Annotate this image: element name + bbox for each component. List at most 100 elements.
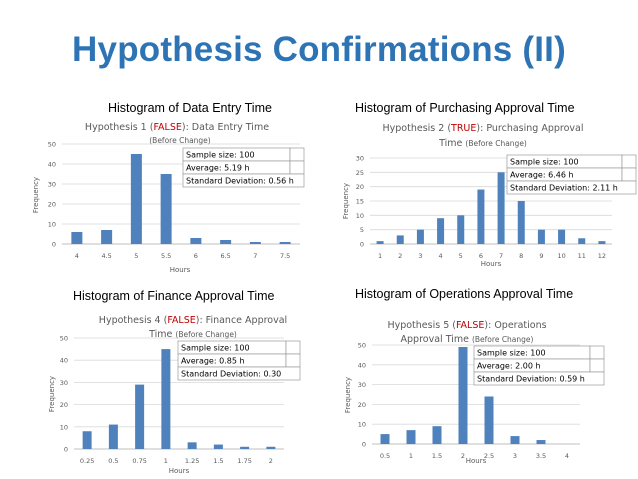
x-tick-label: 3 (418, 252, 422, 260)
x-tick-label: 6.5 (220, 252, 230, 260)
x-tick-label: 2 (269, 457, 273, 465)
y-axis-title: Frequency (48, 376, 56, 412)
y-tick-label: 30 (358, 381, 366, 389)
bar (82, 431, 92, 449)
x-tick-label: 2 (398, 252, 402, 260)
y-tick-label: 30 (60, 379, 68, 387)
x-tick-label: 1 (164, 457, 168, 465)
bar (240, 446, 250, 449)
bar (510, 436, 520, 444)
y-tick-label: 0 (360, 241, 364, 249)
hypothesis-flag: FALSE (153, 122, 181, 133)
x-tick-label: 1.5 (213, 457, 223, 465)
hypothesis-title: Hypothesis 4 (FALSE): Finance Approval (99, 315, 287, 326)
hypothesis-title-line2: Time (Before Change) (438, 138, 527, 149)
bar (416, 229, 424, 244)
y-axis-title: Frequency (342, 183, 350, 219)
stats-text: Standard Deviation: 2.11 h (510, 184, 618, 193)
bar (220, 240, 232, 244)
stats-row-cell (589, 358, 605, 373)
bar (213, 444, 223, 449)
bar (130, 154, 142, 244)
x-tick-label: 7 (499, 252, 503, 260)
bar (101, 230, 113, 244)
x-tick-label: 10 (557, 252, 565, 260)
y-tick-label: 10 (48, 221, 56, 229)
bar (578, 238, 586, 244)
y-tick-label: 40 (60, 357, 68, 365)
bar (108, 424, 118, 449)
y-axis-title: Frequency (32, 177, 40, 213)
y-tick-label: 50 (358, 342, 366, 350)
stats-text: Sample size: 100 (186, 151, 255, 160)
stats-text: Sample size: 100 (510, 158, 579, 167)
x-tick-label: 1 (378, 252, 382, 260)
bar (187, 442, 197, 449)
hypothesis-title: Hypothesis 5 (FALSE): Operations (387, 320, 546, 331)
bar (396, 235, 404, 244)
y-tick-label: 0 (52, 241, 56, 249)
bar (537, 229, 545, 244)
hypothesis-title-line2: Time (Before Change) (148, 329, 237, 340)
hypothesis-suffix: ): Data Entry Time (182, 122, 269, 133)
y-tick-label: 0 (64, 446, 68, 454)
bar (457, 215, 465, 244)
y-tick-label: 40 (48, 161, 56, 169)
y-tick-label: 20 (358, 401, 366, 409)
page-title: Hypothesis Confirmations (II) (72, 30, 566, 69)
x-tick-label: 7.5 (280, 252, 290, 260)
hypothesis-flag: FALSE (456, 320, 484, 331)
x-tick-label: 0.25 (80, 457, 94, 465)
x-tick-label: 5 (459, 252, 463, 260)
hypothesis-title: Hypothesis 1 (FALSE): Data Entry Time (85, 122, 269, 133)
y-tick-label: 50 (48, 141, 56, 149)
hypothesis-prefix: Hypothesis 1 ( (85, 122, 154, 133)
bar (497, 172, 505, 244)
y-tick-label: 25 (356, 169, 364, 177)
y-tick-label: 5 (360, 226, 364, 234)
x-tick-label: 6 (194, 252, 198, 260)
x-axis-title: Hours (170, 266, 191, 274)
x-tick-label: 7 (253, 252, 257, 260)
x-tick-label: 0.75 (132, 457, 146, 465)
stats-row-box (182, 173, 305, 188)
x-tick-label: 4 (439, 252, 443, 260)
x-tick-label: 4 (565, 452, 569, 460)
x-axis-title: Hours (466, 457, 487, 465)
x-tick-label: 12 (598, 252, 606, 260)
x-tick-label: 8 (519, 252, 523, 260)
y-tick-label: 10 (60, 423, 68, 431)
bar (406, 430, 416, 444)
bar (279, 242, 291, 244)
bar (598, 241, 606, 244)
bar (517, 201, 525, 244)
stats-row-box (506, 180, 637, 195)
stats-text: Average: 6.46 h (510, 171, 574, 180)
y-tick-label: 40 (358, 361, 366, 369)
x-tick-label: 3 (513, 452, 517, 460)
bar (160, 174, 172, 244)
y-tick-label: 10 (356, 212, 364, 220)
hypothesis-suffix: ): Purchasing Approval (476, 123, 583, 134)
stats-text: Sample size: 100 (477, 349, 546, 358)
x-tick-label: 5.5 (161, 252, 171, 260)
stats-row-box (473, 371, 605, 386)
x-tick-label: 1 (409, 452, 413, 460)
hypothesis-title: Hypothesis 2 (TRUE): Purchasing Approval (383, 123, 584, 134)
bar (190, 238, 202, 244)
bar (376, 241, 384, 244)
y-tick-label: 15 (356, 198, 364, 206)
panel-title-data-entry: Histogram of Data Entry Time (108, 101, 272, 115)
bar (249, 242, 261, 244)
hypothesis-suffix: ): Operations (484, 320, 546, 331)
bar (135, 384, 145, 449)
x-tick-label: 1.5 (432, 452, 442, 460)
y-tick-label: 0 (362, 441, 366, 449)
bar (484, 396, 494, 444)
hypothesis-title-line2: Approval Time (Before Change) (401, 334, 534, 345)
x-tick-label: 6 (479, 252, 483, 260)
